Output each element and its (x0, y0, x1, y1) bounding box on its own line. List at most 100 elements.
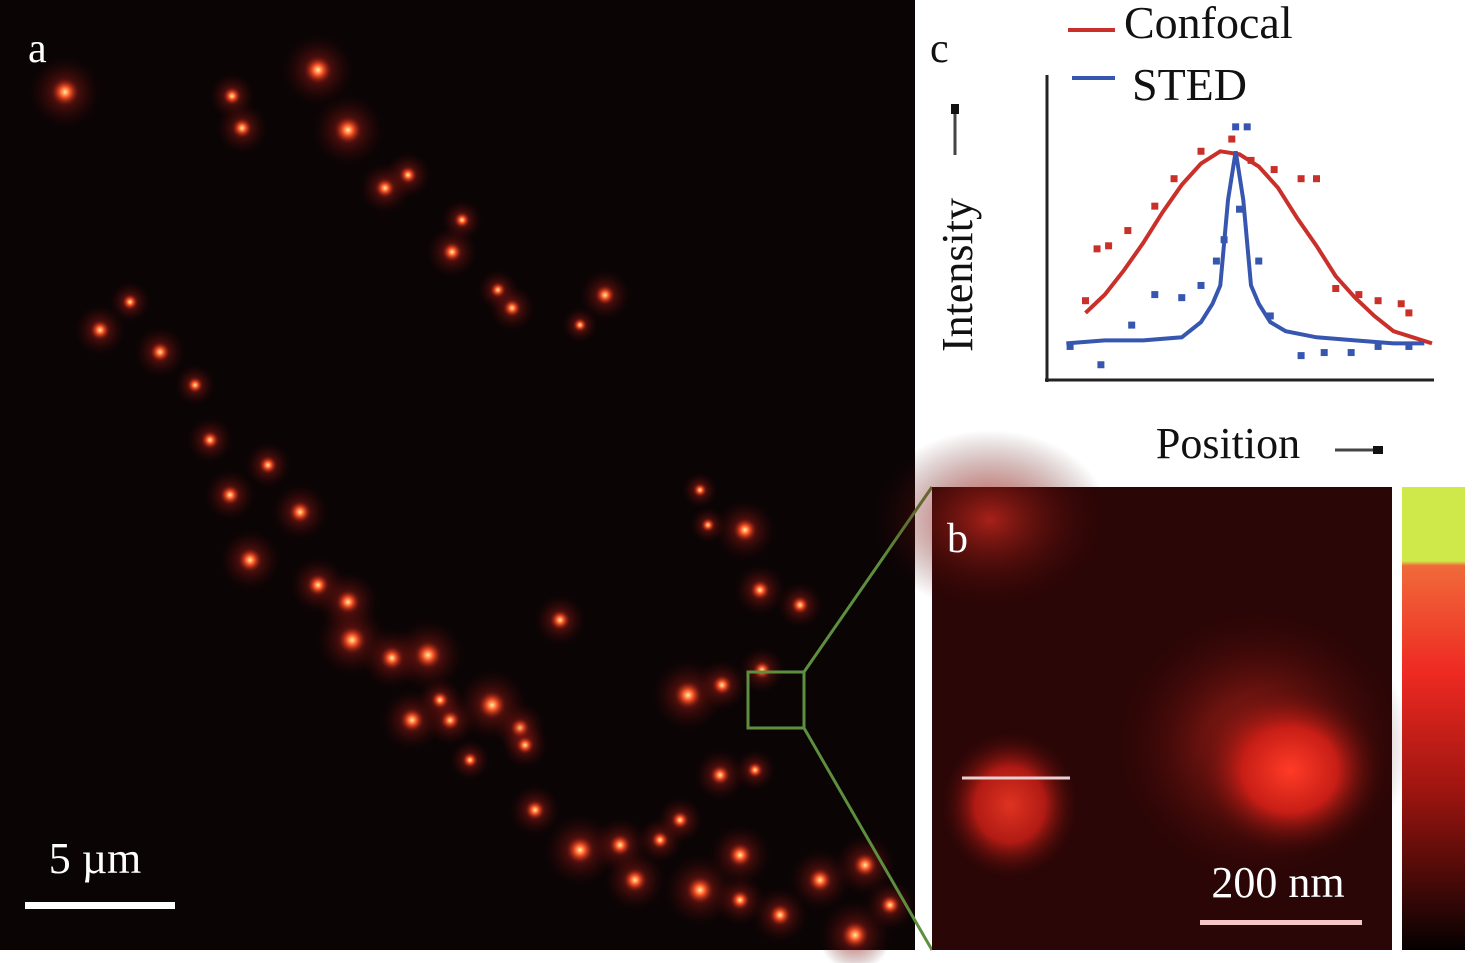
data-point (1247, 156, 1255, 164)
punctum (671, 811, 689, 829)
data-point (1212, 257, 1220, 265)
line-profile: Confocal STED (1066, 0, 1433, 369)
punctum (375, 178, 395, 198)
data-point (1313, 175, 1320, 183)
punctum (712, 675, 732, 695)
punctum (525, 800, 545, 820)
punctum (674, 681, 702, 709)
punctum (747, 762, 763, 778)
data-point (1374, 297, 1382, 305)
punctum (232, 118, 252, 138)
legend-label: STED (1132, 59, 1247, 110)
scale-bar (25, 902, 175, 909)
punctum (693, 483, 707, 497)
data-point (1397, 300, 1405, 308)
scale-bar (1200, 920, 1362, 925)
fit-line (1066, 150, 1425, 346)
punctum (550, 610, 570, 630)
data-point (1151, 291, 1159, 299)
zoom-line (802, 727, 934, 951)
panel-label: c (930, 26, 949, 72)
punctum (304, 56, 332, 84)
zoom-box (746, 670, 806, 730)
punctum (516, 736, 534, 754)
panel-label: b (947, 516, 968, 562)
data-point (1297, 352, 1305, 360)
data-point (1093, 245, 1101, 253)
data-point (1332, 285, 1340, 292)
data-point (1297, 175, 1305, 183)
data-point (1097, 361, 1105, 369)
glow (870, 430, 1110, 610)
punctum (841, 921, 869, 949)
punctum (733, 518, 757, 542)
data-point (1197, 147, 1205, 155)
puncta (28, 33, 916, 963)
punctum (503, 299, 521, 317)
data-point (1220, 236, 1228, 244)
punctum (454, 212, 470, 228)
punctum (880, 895, 900, 915)
panel-label: a (28, 26, 47, 72)
data-point (1347, 349, 1355, 357)
data-point (1232, 123, 1240, 131)
data-point (1266, 312, 1274, 320)
punctum (623, 868, 647, 892)
data-point (1151, 202, 1159, 210)
punctum (808, 868, 832, 892)
data-point (1178, 294, 1186, 302)
punctum (442, 242, 462, 262)
data-point (1236, 205, 1243, 213)
glow (940, 730, 1080, 880)
punctum (769, 904, 791, 926)
punctum (90, 320, 110, 340)
data-point (1405, 309, 1413, 317)
data-point (1124, 227, 1132, 235)
arrow-head (951, 104, 959, 114)
punctum (122, 294, 138, 310)
data-point (1374, 342, 1382, 350)
scale-bar-label: 200 nm (1211, 858, 1344, 907)
punctum (187, 377, 203, 393)
punctum (150, 342, 170, 362)
punctum (728, 843, 752, 867)
x-axis-label: Position (1156, 419, 1300, 468)
punctum (791, 596, 809, 614)
data-point (1128, 321, 1136, 329)
data-point (1320, 349, 1328, 357)
data-point (1405, 342, 1413, 350)
punctum (853, 853, 877, 877)
legend-label: Confocal (1124, 0, 1293, 48)
scale-bar-label: 5 µm (49, 834, 142, 883)
punctum (730, 890, 750, 910)
punctum (595, 285, 615, 305)
data-point (1170, 175, 1178, 183)
punctum (220, 485, 240, 505)
y-axis-label: Intensity (933, 198, 982, 352)
colorbar (1402, 487, 1465, 950)
data-point (1255, 257, 1263, 265)
data-point (1066, 342, 1074, 350)
punctum (573, 318, 587, 332)
fit-line (1084, 149, 1433, 346)
data-point (1105, 242, 1113, 250)
punctum (201, 431, 219, 449)
punctum (686, 876, 714, 904)
punctum (462, 752, 478, 768)
punctum (566, 836, 594, 864)
punctum (334, 116, 362, 144)
punctum (400, 708, 424, 732)
punctum (710, 765, 730, 785)
punctum (750, 580, 770, 600)
data-point (1082, 297, 1089, 305)
data-point (1270, 166, 1278, 174)
punctum (223, 87, 241, 105)
data-point (1355, 291, 1363, 299)
punctum (289, 501, 311, 523)
punctum (51, 78, 79, 106)
punctum (238, 548, 262, 572)
arrow-head (1373, 446, 1383, 454)
punctum (259, 456, 277, 474)
data-point (1228, 135, 1236, 143)
